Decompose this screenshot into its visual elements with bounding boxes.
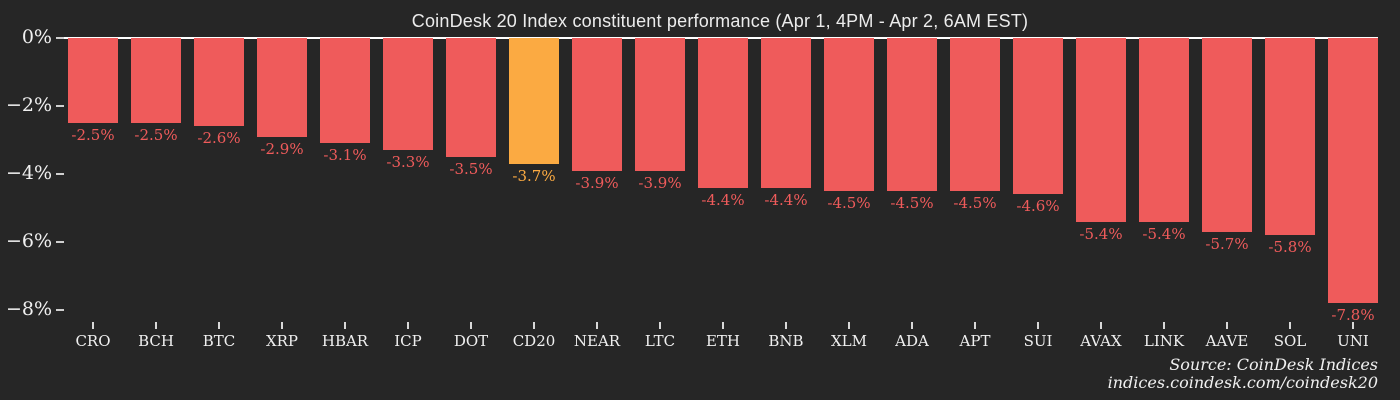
source-text: Source: CoinDesk Indices [1169, 355, 1378, 374]
bar-value-label: -2.5% [71, 126, 115, 144]
y-tick-mark [56, 173, 64, 175]
x-tick-mark [533, 322, 535, 329]
bar-value-label: -4.4% [701, 191, 745, 209]
x-tick-mark [344, 322, 346, 329]
y-tick-mark [56, 241, 64, 243]
bar-bch [131, 38, 181, 123]
x-tick-mark [1037, 322, 1039, 329]
bar-value-label: -5.4% [1079, 225, 1123, 243]
bar-value-label: -3.9% [638, 174, 682, 192]
bar-ltc [635, 38, 685, 171]
y-tick-mark [56, 309, 64, 311]
bar-hbar [320, 38, 370, 143]
y-tick-label: −8% [5, 298, 52, 320]
bar-apt [950, 38, 1000, 191]
x-tick-label-icp: ICP [394, 332, 422, 350]
x-tick-label-uni: UNI [1337, 332, 1369, 350]
x-tick-label-ltc: LTC [644, 332, 676, 350]
source-attribution: Source: CoinDesk Indices indices.coindes… [1108, 356, 1378, 392]
bar-avax [1076, 38, 1126, 222]
x-tick-mark [1289, 322, 1291, 329]
y-tick-mark [56, 105, 64, 107]
x-tick-mark [92, 322, 94, 329]
bar-value-label: -4.6% [1016, 197, 1060, 215]
bar-value-label: -3.7% [512, 167, 556, 185]
x-tick-mark [785, 322, 787, 329]
chart-title: CoinDesk 20 Index constituent performanc… [411, 11, 1029, 31]
bar-value-label: -2.9% [260, 140, 304, 158]
bar-link [1139, 38, 1189, 222]
y-tick-label: −6% [5, 230, 52, 252]
bar-sui [1013, 38, 1063, 194]
bar-value-label: -3.1% [323, 146, 367, 164]
bar-value-label: -7.8% [1331, 306, 1375, 324]
x-tick-label-bnb: BNB [768, 332, 804, 350]
x-tick-label-ada: ADA [895, 332, 929, 350]
bar-btc [194, 38, 244, 126]
bar-dot [446, 38, 496, 157]
x-tick-label-cro: CRO [75, 332, 111, 350]
x-tick-mark [470, 322, 472, 329]
bar-aave [1202, 38, 1252, 232]
x-tick-mark [596, 322, 598, 329]
bar-uni [1328, 38, 1378, 303]
bar-cd20 [509, 38, 559, 164]
x-tick-mark [1100, 322, 1102, 329]
y-tick-label: −4% [5, 162, 52, 184]
x-tick-label-xlm: XLM [831, 332, 867, 350]
x-tick-mark [848, 322, 850, 329]
x-tick-label-sui: SUI [1023, 332, 1053, 350]
x-tick-mark [1163, 322, 1165, 329]
x-tick-label-apt: APT [959, 332, 991, 350]
bar-value-label: -5.8% [1268, 238, 1312, 256]
x-tick-mark [1352, 322, 1354, 329]
bar-xrp [257, 38, 307, 137]
x-tick-label-bch: BCH [138, 332, 174, 350]
x-tick-label-aave: AAVE [1205, 332, 1249, 350]
bar-sol [1265, 38, 1315, 235]
bar-cro [68, 38, 118, 123]
y-tick-label: 0% [21, 26, 52, 48]
x-tick-mark [1226, 322, 1228, 329]
x-tick-label-dot: DOT [453, 332, 489, 350]
bar-ada [887, 38, 937, 191]
x-tick-label-eth: ETH [705, 332, 741, 350]
x-tick-mark [281, 322, 283, 329]
bar-value-label: -4.5% [827, 194, 871, 212]
bar-value-label: -3.9% [575, 174, 619, 192]
bar-near [572, 38, 622, 171]
x-tick-mark [659, 322, 661, 329]
x-tick-label-link: LINK [1143, 332, 1185, 350]
x-tick-mark [911, 322, 913, 329]
x-tick-mark [407, 322, 409, 329]
x-tick-mark [974, 322, 976, 329]
bar-value-label: -2.5% [134, 126, 178, 144]
bar-xlm [824, 38, 874, 191]
x-tick-label-hbar: HBAR [321, 332, 369, 350]
bar-value-label: -5.7% [1205, 235, 1249, 253]
bar-value-label: -4.5% [953, 194, 997, 212]
bar-icp [383, 38, 433, 150]
y-tick-label: −2% [5, 94, 52, 116]
x-tick-label-btc: BTC [202, 332, 236, 350]
bar-eth [698, 38, 748, 188]
x-tick-label-cd20: CD20 [512, 332, 556, 350]
bar-value-label: -4.5% [890, 194, 934, 212]
bar-value-label: -2.6% [197, 129, 241, 147]
y-tick-mark [56, 37, 64, 39]
bar-value-label: -3.3% [386, 153, 430, 171]
bar-value-label: -5.4% [1142, 225, 1186, 243]
x-tick-label-xrp: XRP [265, 332, 299, 350]
x-tick-label-sol: SOL [1273, 332, 1307, 350]
x-tick-label-near: NEAR [573, 332, 621, 350]
bar-value-label: -4.4% [764, 191, 808, 209]
bar-value-label: -3.5% [449, 160, 493, 178]
x-tick-mark [155, 322, 157, 329]
x-tick-label-avax: AVAX [1080, 332, 1122, 350]
source-url: indices.coindesk.com/coindesk20 [1107, 373, 1378, 392]
bar-bnb [761, 38, 811, 188]
x-tick-mark [218, 322, 220, 329]
x-tick-mark [722, 322, 724, 329]
